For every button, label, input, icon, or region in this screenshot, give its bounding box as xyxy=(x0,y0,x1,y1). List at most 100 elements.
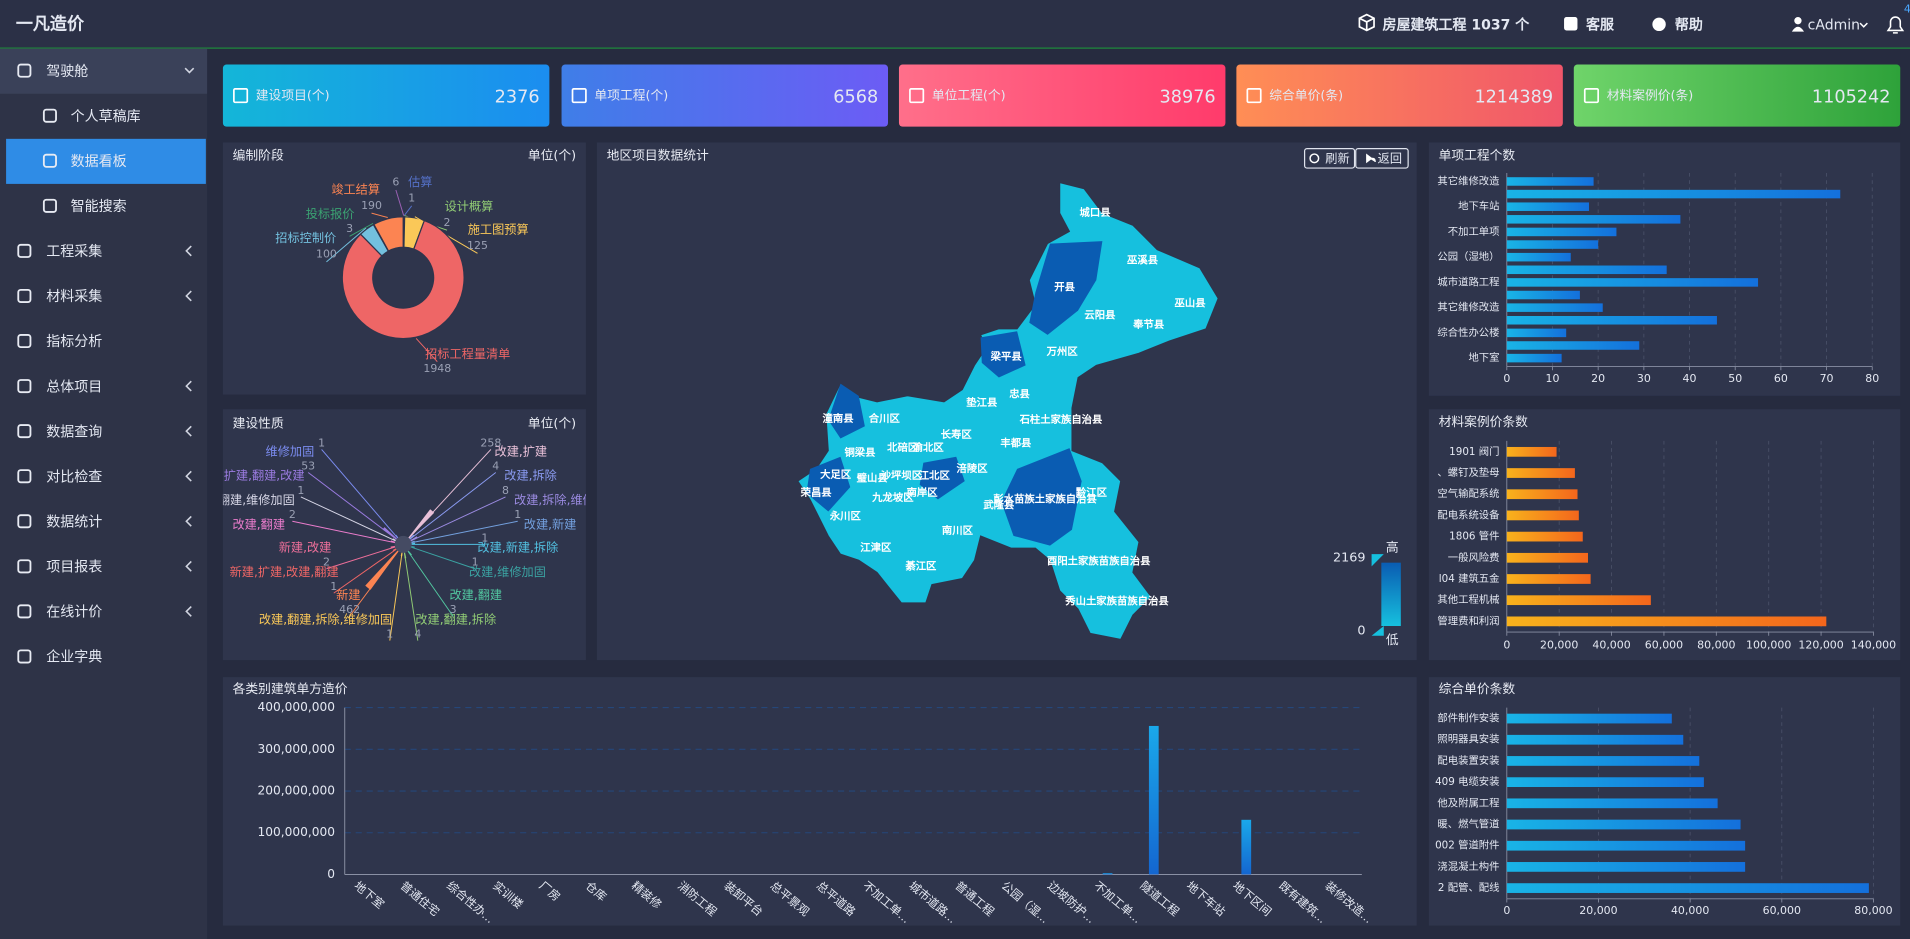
y-category-label: 公园（湿地） xyxy=(1437,250,1499,263)
bar xyxy=(1506,616,1827,627)
visual-map-handle[interactable] xyxy=(1371,554,1384,567)
stat-card xyxy=(222,64,550,127)
map-region[interactable] xyxy=(1001,448,1082,546)
x-tick-label: 80,000 xyxy=(1697,638,1735,651)
region-label: 九龙坡区 xyxy=(871,491,914,504)
visual-map-high: 高 xyxy=(1386,540,1399,556)
bar xyxy=(1102,873,1113,875)
leader-line xyxy=(349,222,374,237)
map-region[interactable] xyxy=(1029,241,1103,335)
y-tick-label: 0 xyxy=(327,867,335,881)
project-count[interactable]: 房屋建筑工程 1037 个 xyxy=(1383,17,1531,34)
menu-arrow xyxy=(185,560,192,572)
menu-icon xyxy=(17,604,32,619)
x-tick-label: 70 xyxy=(1820,372,1834,385)
bell-icon[interactable] xyxy=(1886,16,1905,34)
map-region[interactable] xyxy=(919,456,965,500)
menu-item[interactable]: 数据统计 xyxy=(46,514,102,530)
panel-title: 综合单价条数 xyxy=(1439,681,1516,697)
region-label: 涪陵区 xyxy=(957,462,989,475)
menu-item[interactable]: 企业字典 xyxy=(46,649,102,666)
back-button[interactable] xyxy=(1355,147,1409,169)
menu-item[interactable]: 总体项目 xyxy=(46,379,102,395)
bar xyxy=(1506,341,1640,350)
help-link[interactable]: 帮助 xyxy=(1675,17,1703,34)
bar xyxy=(1506,883,1869,893)
refresh-icon xyxy=(1309,153,1320,164)
panel-title: 各类别建筑单方造价 xyxy=(233,681,348,697)
menu-item[interactable]: 数据看板 xyxy=(71,154,127,170)
menu-item[interactable]: 数据查询 xyxy=(46,424,102,440)
back-label[interactable]: 返回 xyxy=(1378,151,1402,165)
menu-icon xyxy=(42,108,57,123)
menu-item[interactable]: 工程采集 xyxy=(46,243,102,260)
menu-arrow xyxy=(185,245,192,257)
y-category-label: 002 管道附件 xyxy=(1435,839,1499,852)
menu-item[interactable]: 对比检查 xyxy=(46,469,102,485)
leader-line xyxy=(395,189,405,216)
bar xyxy=(1506,468,1575,478)
bar xyxy=(1506,315,1717,325)
x-tick-label: 60 xyxy=(1774,372,1788,385)
user-name[interactable]: cAdmin xyxy=(1808,18,1860,34)
bar xyxy=(1506,202,1590,211)
region-label: 江津区 xyxy=(860,541,892,554)
x-tick-label: 40,000 xyxy=(1671,904,1709,917)
panel-unit: 单位(个) xyxy=(528,416,576,431)
menu-icon xyxy=(42,198,57,213)
user-icon xyxy=(1794,17,1802,25)
card-label: 材料案例价(条) xyxy=(1607,88,1694,104)
petal-value: 1 xyxy=(318,436,325,449)
x-tick-label: 60,000 xyxy=(1645,638,1683,651)
label-line xyxy=(389,544,404,641)
region-label: 丰都县 xyxy=(1000,436,1031,449)
x-tick-label: 120,000 xyxy=(1798,638,1843,651)
map-region[interactable] xyxy=(828,383,865,439)
slice-value: 190 xyxy=(361,199,382,212)
menu-active-bg xyxy=(6,138,206,184)
menu-item[interactable]: 材料采集 xyxy=(46,288,102,305)
map-region[interactable] xyxy=(806,456,851,512)
petal-value: 462 xyxy=(339,603,360,616)
y-category-label: 空气输配系统 xyxy=(1437,487,1499,500)
menu-item[interactable]: 在线计价 xyxy=(46,605,102,621)
petal-value: 2 xyxy=(323,556,330,569)
menu-item[interactable]: 个人草稿库 xyxy=(71,109,141,125)
petal-label: 新建 xyxy=(336,587,360,602)
refresh-label[interactable]: 刷新 xyxy=(1325,150,1349,165)
card-icon xyxy=(1246,88,1262,104)
refresh-button[interactable] xyxy=(1303,147,1356,169)
y-category-label: 其它维修改造 xyxy=(1437,301,1500,314)
region-label: 城口县 xyxy=(1080,206,1111,219)
y-category-label: 409 电缆安装 xyxy=(1435,775,1499,788)
y-category-label: l04 建筑五金 xyxy=(1439,572,1500,585)
menu-item[interactable]: 项目报表 xyxy=(46,560,102,576)
label-line xyxy=(403,543,476,570)
menu-item[interactable]: 智能搜索 xyxy=(71,198,127,215)
menu-icon xyxy=(17,514,32,529)
y-category-label: 其它维修改造 xyxy=(1437,174,1500,187)
map-region[interactable] xyxy=(797,182,1219,640)
service-link[interactable]: 客服 xyxy=(1585,17,1615,34)
label-line xyxy=(402,544,454,617)
slice-label: 施工图预算 xyxy=(468,222,529,237)
petal-value: 1 xyxy=(481,531,488,544)
rose-center xyxy=(394,535,412,553)
bar xyxy=(1148,725,1159,875)
card-value: 1214389 xyxy=(1474,87,1553,107)
panel-title: 材料案例价条数 xyxy=(1439,414,1529,430)
petal-label: 改建,新建,拆除 xyxy=(478,540,559,555)
visual-map-handle[interactable] xyxy=(1371,626,1384,636)
map-region[interactable] xyxy=(980,331,1026,378)
rose-petal xyxy=(365,544,404,590)
panel xyxy=(222,409,586,661)
menu-item[interactable]: 指标分析 xyxy=(46,334,102,350)
region-label: 大足区 xyxy=(820,468,852,481)
x-tick-label: 140,000 xyxy=(1851,638,1896,651)
service-icon xyxy=(1564,17,1578,31)
slice-value: 6 xyxy=(392,176,399,189)
label-line xyxy=(402,496,506,545)
menu-item[interactable]: 驾驶舱 xyxy=(46,64,88,80)
bar xyxy=(1506,177,1594,186)
slice-value: 1 xyxy=(408,192,415,205)
